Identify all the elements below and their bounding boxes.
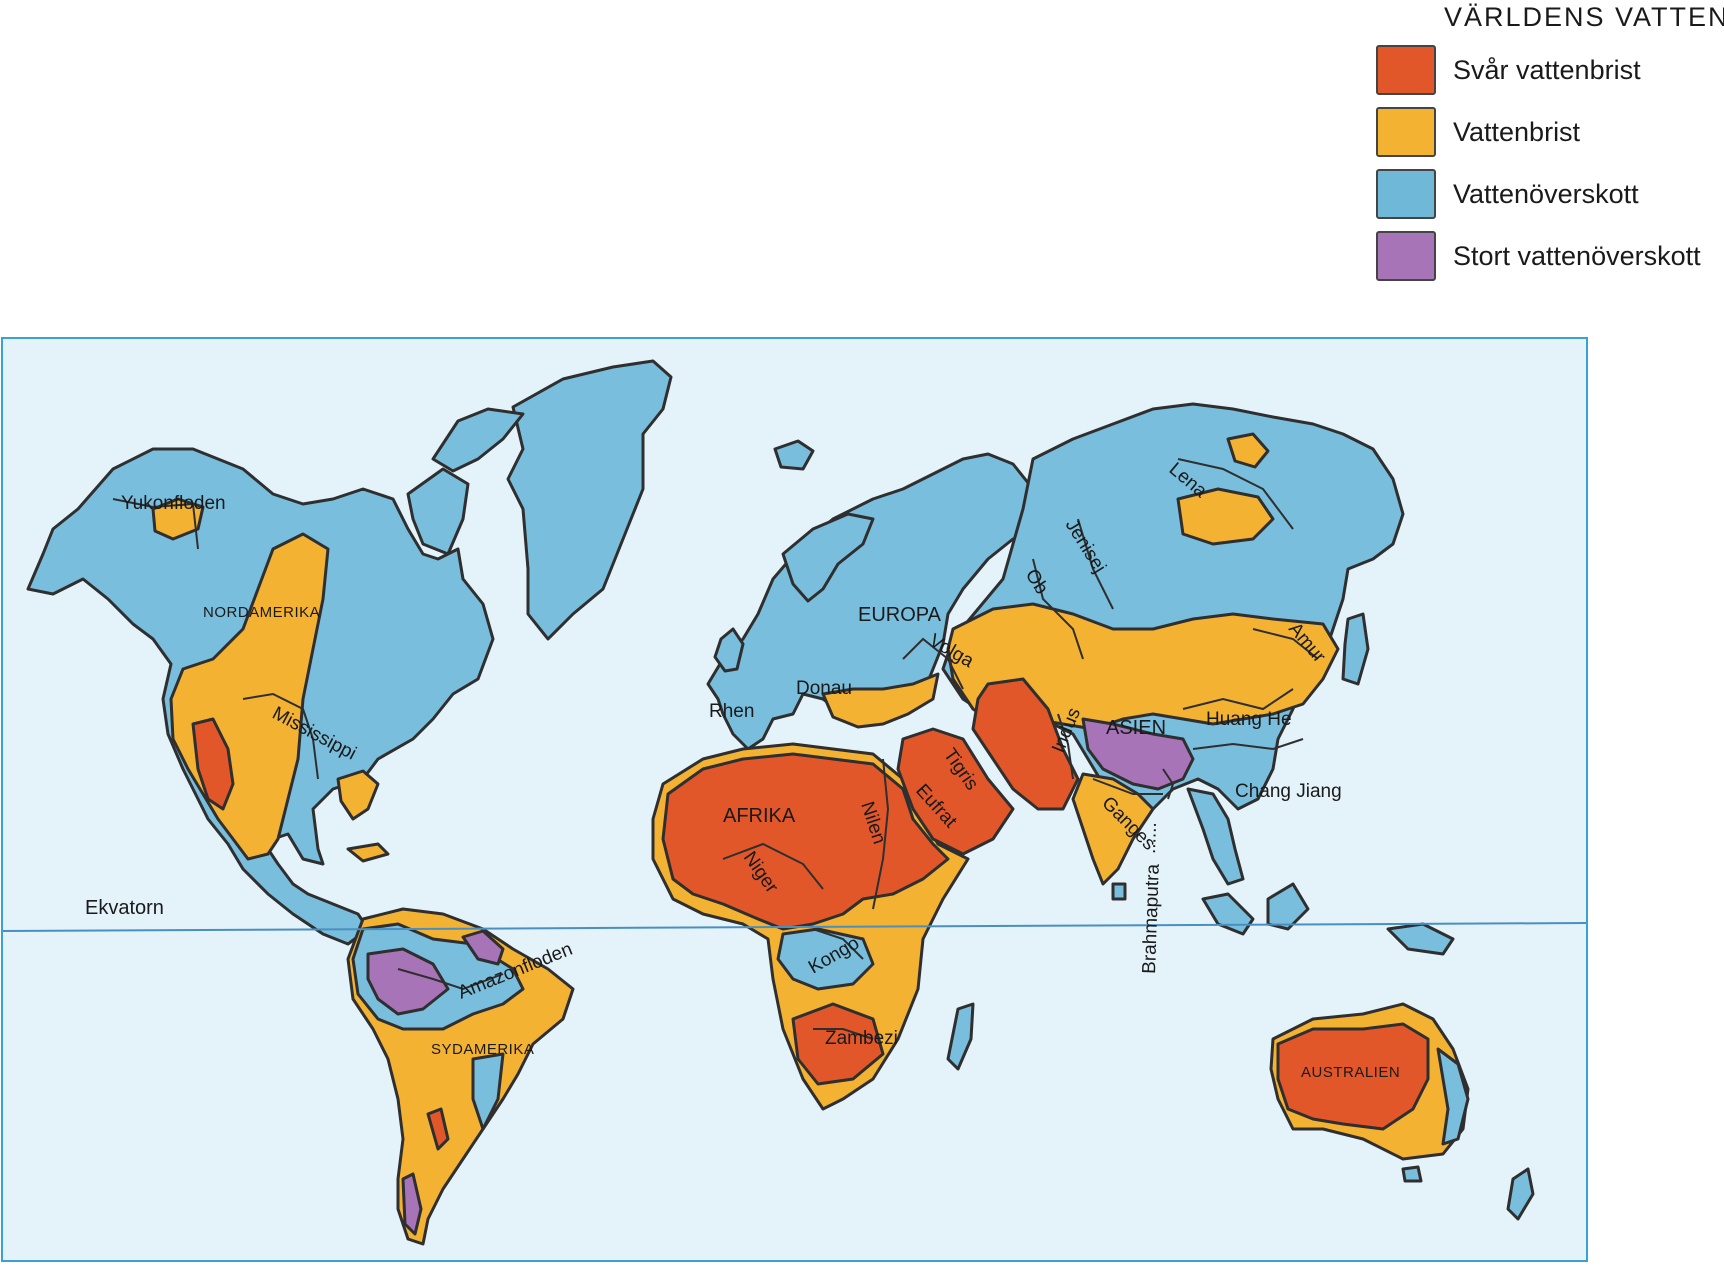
legend-swatch-shortage [1376, 107, 1436, 157]
yukon-dry [151, 497, 205, 541]
siberia-dry-2 [1226, 432, 1270, 469]
japan [1341, 612, 1370, 686]
indonesia-2 [1266, 882, 1310, 931]
label-afrika: AFRIKA [723, 805, 796, 827]
equator-line [3, 922, 1586, 932]
sri-lanka [1111, 882, 1127, 901]
congo-river [812, 928, 864, 960]
mississippi-river [242, 692, 319, 780]
label-yukonfloden: Yukonfloden [121, 493, 226, 514]
label-brahmaputra: Brahmaputra [1139, 863, 1164, 974]
brahmaputra-river [1162, 768, 1175, 800]
equator-label: Ekvatorn [85, 897, 164, 919]
label-nordamerika: NORDAMERIKA [203, 604, 320, 621]
label-chang-jiang: Chang Jiang [1235, 781, 1342, 802]
legend-label-large-surplus: Stort vattenöverskott [1453, 241, 1701, 271]
amazon-large-surplus [366, 947, 450, 1016]
australia-east-surplus [1436, 1047, 1470, 1146]
yenisei-river [1077, 518, 1114, 610]
arabia [896, 727, 1015, 856]
label-europa: EUROPA [858, 604, 942, 626]
caribbean-island [346, 842, 390, 863]
label-rhen: Rhen [709, 701, 754, 722]
volga-river [902, 637, 964, 690]
madagascar [946, 1002, 975, 1071]
baffin-island [406, 467, 470, 556]
label-asien: ASIEN [1106, 717, 1166, 739]
legend-swatch-severe-shortage [1376, 45, 1436, 95]
britain [713, 627, 745, 673]
lena-river [1177, 458, 1294, 530]
amazon-large-surplus-2 [461, 929, 505, 966]
world-map-svg: Ekvatorn NORDAMERIKA SYDAMERIKA EUROPA A… [3, 339, 1586, 1260]
label-huang-he: Huang He [1206, 709, 1292, 730]
legend-label-shortage: Vattenbrist [1453, 117, 1581, 147]
legend-item-severe-shortage: Svår vattenbrist [1368, 45, 1724, 101]
label-australien: AUSTRALIEN [1301, 1064, 1400, 1081]
chang-jiang-river [1192, 738, 1304, 751]
legend-title: VÄRLDENS VATTEN [1444, 2, 1724, 32]
new-zealand [1506, 1167, 1535, 1221]
amur-river [1252, 628, 1319, 660]
label-donau: Donau [796, 678, 852, 699]
andes-severe [426, 1107, 450, 1151]
sydamerika-east-surplus [471, 1052, 505, 1131]
legend-item-surplus: Vattenöverskott [1368, 169, 1724, 225]
patagonia-large-surplus [401, 1172, 423, 1236]
florida-dry [336, 769, 380, 821]
africa-south-severe [791, 1002, 885, 1086]
niger-river [722, 842, 824, 890]
ganges-river [1092, 778, 1163, 795]
legend-item-shortage: Vattenbrist [1368, 107, 1724, 163]
zambezi-river [813, 1028, 874, 1040]
amazon-river [397, 968, 504, 991]
scandinavia [781, 512, 875, 603]
indus-river [1057, 713, 1074, 780]
europe-south-dry [821, 672, 940, 729]
legend-swatch-surplus [1376, 169, 1436, 219]
iran-severe [971, 677, 1080, 811]
label-zambezi: Zambezi [825, 1028, 898, 1049]
australia-severe [1276, 1022, 1430, 1131]
ob-river [1032, 558, 1084, 660]
legend-label-severe-shortage: Svår vattenbrist [1453, 55, 1641, 85]
legend-item-large-surplus: Stort vattenöverskott [1368, 231, 1724, 287]
yukon-river [112, 498, 199, 550]
siberia-dry [1176, 487, 1275, 546]
tasmania [1401, 1165, 1423, 1183]
southeast-asia [1186, 787, 1245, 886]
greenland [506, 359, 673, 641]
iceland [773, 439, 815, 471]
arctic-islands [431, 407, 525, 473]
world-map: Ekvatorn NORDAMERIKA SYDAMERIKA EUROPA A… [1, 337, 1588, 1262]
india [1071, 772, 1155, 886]
legend-label-surplus: Vattenöverskott [1453, 179, 1639, 209]
legend-swatch-large-surplus [1376, 231, 1436, 281]
huang-he-river [1182, 688, 1294, 711]
brahmaputra-leader: ...... [1139, 822, 1161, 854]
label-sydamerika: SYDAMERIKA [431, 1041, 534, 1058]
nordamerika-severe [191, 717, 235, 811]
nile-river [872, 758, 890, 910]
